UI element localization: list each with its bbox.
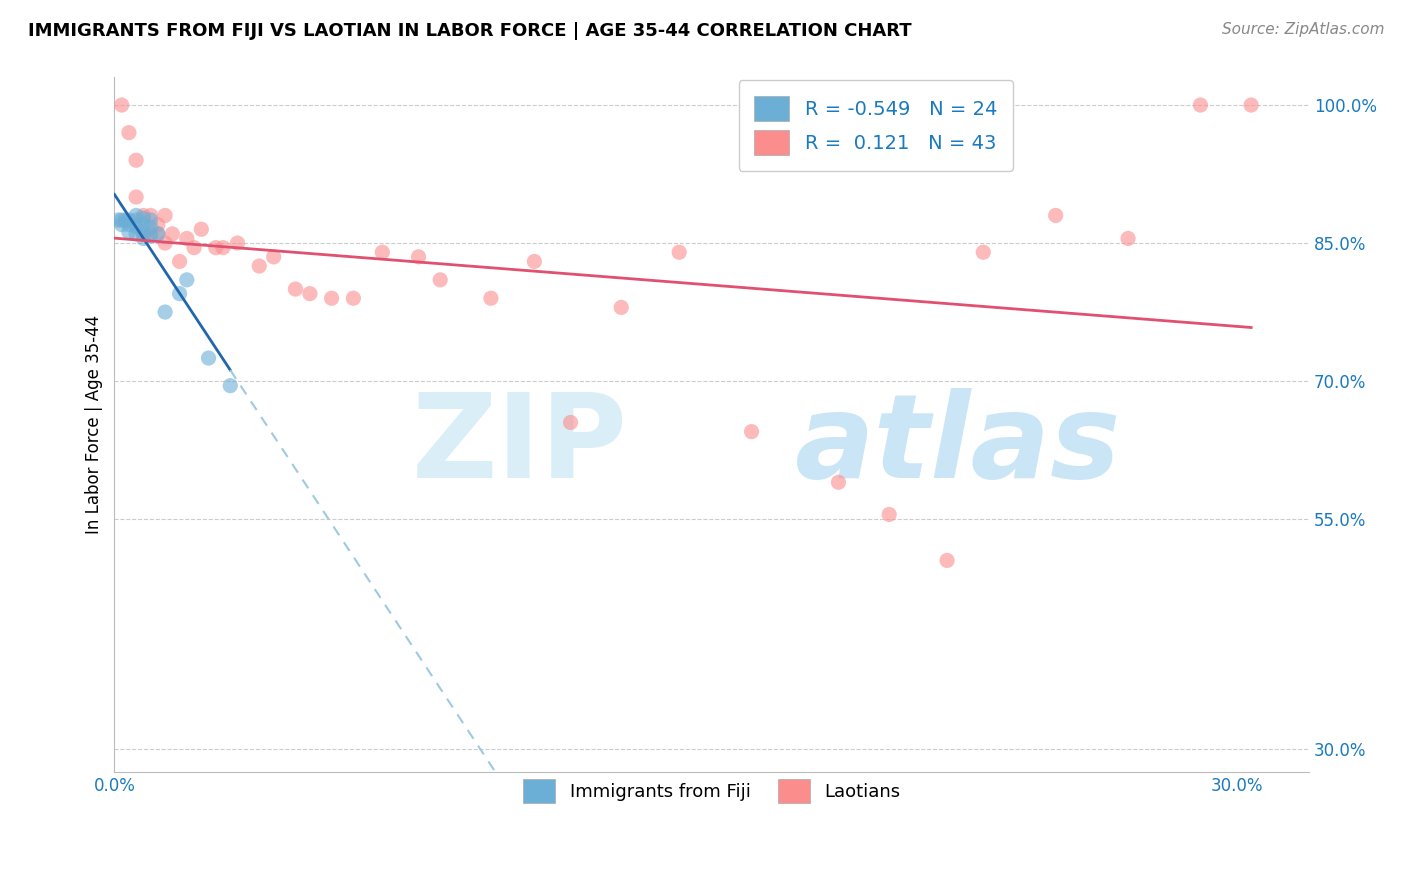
Y-axis label: In Labor Force | Age 35-44: In Labor Force | Age 35-44 [86,315,103,534]
Point [560,416,582,430]
Point [132,218,155,232]
Point [162,227,184,241]
Point [118,218,141,232]
Point [125,213,148,227]
Point [523,254,546,268]
Point [226,235,249,250]
Point [877,508,900,522]
Point [247,259,270,273]
Point [668,245,690,260]
Point [176,273,198,287]
Point [111,213,134,227]
Point [479,291,502,305]
Point [827,475,849,490]
Point [132,225,155,239]
Point [114,213,136,227]
Point [1116,231,1139,245]
Point [118,213,141,227]
Point [139,227,162,241]
Point [298,286,321,301]
Point [972,245,994,260]
Point [212,241,235,255]
Point [219,378,242,392]
Point [169,286,191,301]
Legend: Immigrants from Fiji, Laotians: Immigrants from Fiji, Laotians [510,766,914,815]
Point [408,250,430,264]
Point [132,209,155,223]
Point [153,305,176,319]
Point [741,425,763,439]
Point [371,245,394,260]
Point [342,291,364,305]
Point [146,227,169,241]
Point [190,222,212,236]
Point [125,153,148,168]
Point [204,241,226,255]
Point [125,209,148,223]
Point [107,213,129,227]
Point [139,220,162,235]
Text: IMMIGRANTS FROM FIJI VS LAOTIAN IN LABOR FORCE | AGE 35-44 CORRELATION CHART: IMMIGRANTS FROM FIJI VS LAOTIAN IN LABOR… [28,22,911,40]
Point [176,231,198,245]
Point [1240,98,1263,112]
Point [132,211,155,226]
Point [1189,98,1212,112]
Point [146,227,169,241]
Point [169,254,191,268]
Point [610,301,633,315]
Point [197,351,219,365]
Point [1045,209,1067,223]
Point [111,98,134,112]
Text: atlas: atlas [796,388,1122,503]
Point [125,219,148,234]
Point [153,235,176,250]
Point [139,213,162,227]
Point [936,553,959,567]
Point [118,126,141,140]
Text: ZIP: ZIP [412,388,628,503]
Text: Source: ZipAtlas.com: Source: ZipAtlas.com [1222,22,1385,37]
Point [118,225,141,239]
Point [146,218,169,232]
Point [139,228,162,243]
Point [139,209,162,223]
Point [284,282,307,296]
Point [111,218,134,232]
Point [125,190,148,204]
Point [125,227,148,241]
Point [263,250,285,264]
Point [153,209,176,223]
Point [321,291,343,305]
Point [429,273,451,287]
Point [183,241,205,255]
Point [132,231,155,245]
Point [132,227,155,241]
